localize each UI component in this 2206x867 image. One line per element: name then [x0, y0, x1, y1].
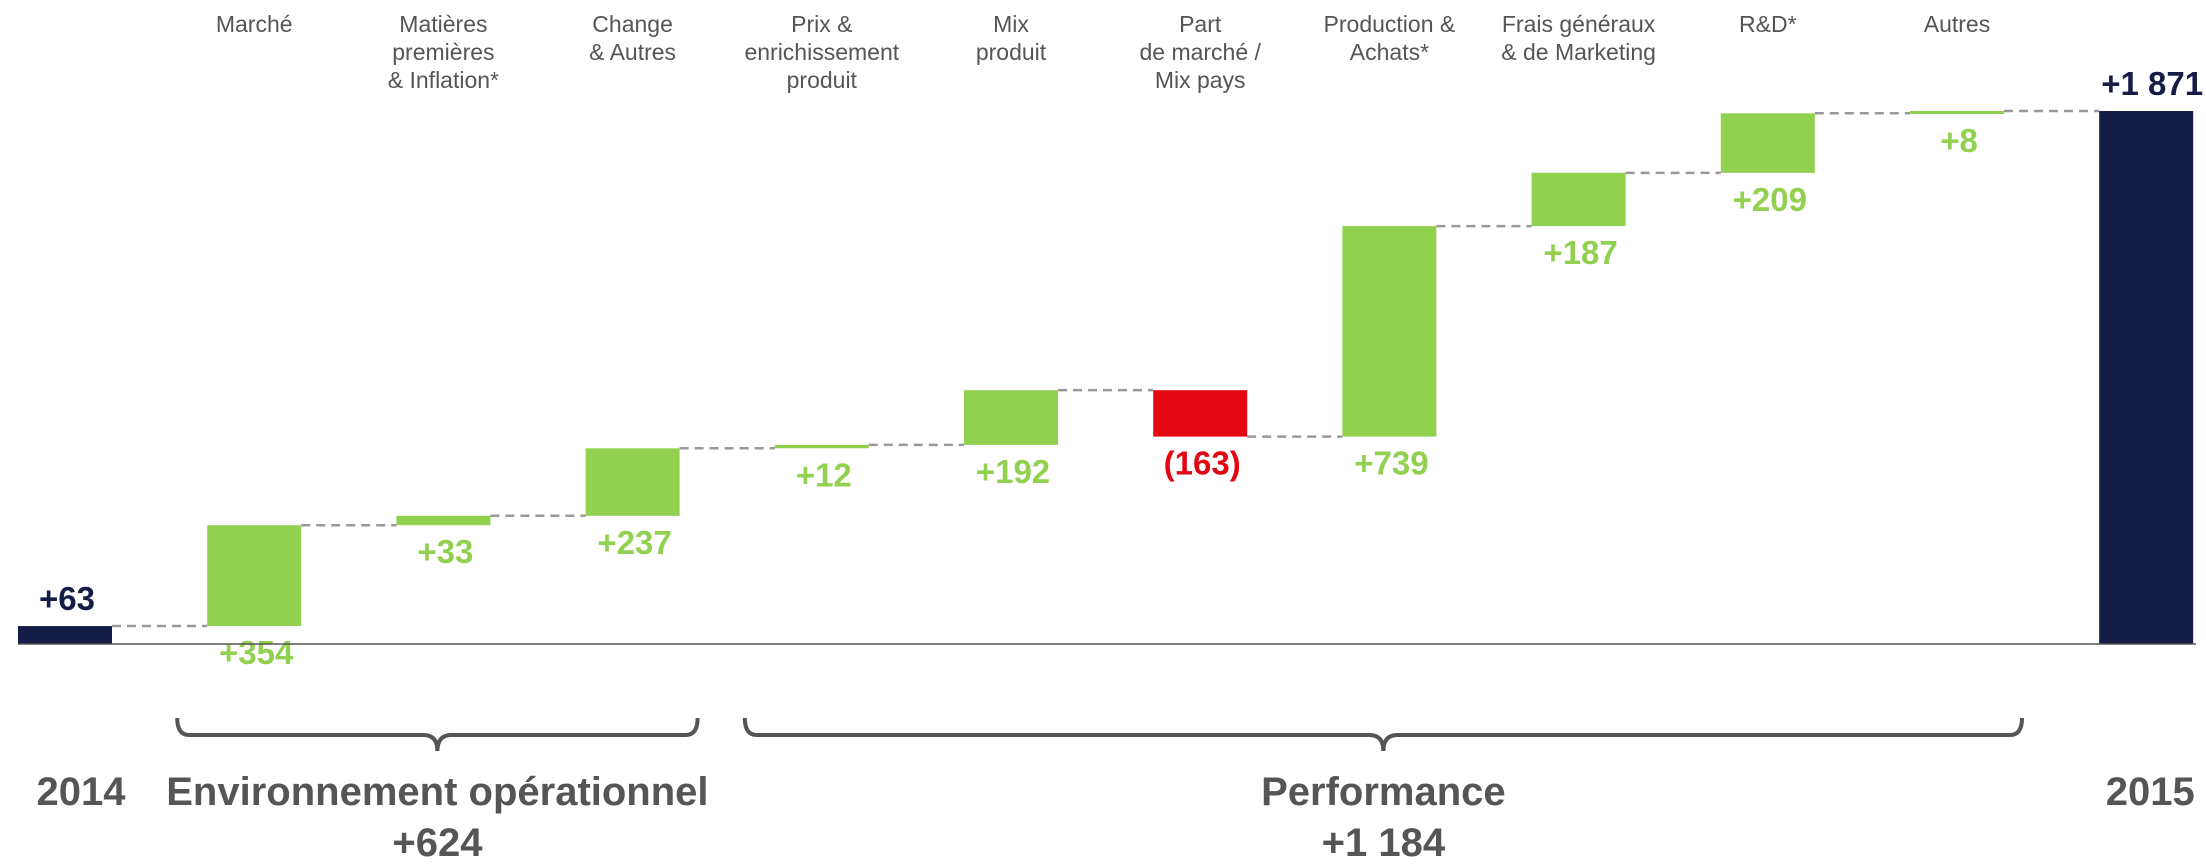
category-label: Marché [216, 11, 293, 37]
bar-step [1342, 226, 1437, 437]
bars-layer [18, 111, 2194, 644]
value-label: +209 [1733, 181, 1807, 218]
group-bracket [742, 717, 2024, 752]
category-label: Prix & [791, 11, 852, 37]
category-label: enrichissement [744, 39, 899, 65]
year-label-end: 2015 [2106, 770, 2195, 814]
bar-step [1153, 390, 1248, 437]
category-label: & Inflation* [388, 67, 499, 93]
category-label: R&D* [1739, 11, 1797, 37]
value-label: +8 [1940, 122, 1978, 159]
value-label: +1 871 [2101, 65, 2203, 102]
category-label: Production & [1324, 11, 1456, 37]
category-label: produit [976, 39, 1047, 65]
bar-step [396, 515, 491, 526]
category-label: & Autres [589, 39, 676, 65]
value-label: +192 [976, 453, 1050, 490]
category-label: Part [1179, 11, 1222, 37]
bar-step [774, 444, 869, 449]
category-label: Matières [399, 11, 487, 37]
category-label: Frais généraux [1502, 11, 1656, 37]
group-total: +1 184 [1322, 821, 1446, 865]
value-label: +63 [39, 580, 95, 617]
category-label: Mix pays [1155, 67, 1246, 93]
group-bracket [175, 717, 700, 752]
bar-step [585, 448, 680, 516]
category-label: premières [392, 39, 494, 65]
bar-end-total [2099, 111, 2194, 644]
value-label: +354 [219, 634, 294, 671]
group-name: Environnement opérationnel [166, 770, 708, 814]
bar-step [1531, 172, 1626, 227]
value-label: +237 [597, 524, 671, 561]
group-name: Performance [1261, 770, 1506, 814]
category-label: produit [787, 67, 858, 93]
bar-step [1910, 111, 2004, 114]
category-label: Autres [1924, 11, 1990, 37]
groups-layer: 2014 2015 Environnement opérationnel +624 Pe… [37, 717, 2195, 865]
value-label: +12 [796, 456, 852, 493]
value-label: +739 [1354, 445, 1428, 482]
category-label: Change [592, 11, 673, 37]
value-label: (163) [1164, 445, 1241, 482]
year-label-start: 2014 [37, 770, 127, 814]
bar-start-total [18, 626, 112, 644]
category-label: de marché / [1139, 39, 1261, 65]
value-label: +187 [1543, 234, 1617, 271]
connectors-layer [112, 109, 2100, 628]
bar-step [964, 390, 1058, 445]
category-label: & de Marketing [1501, 39, 1656, 65]
bar-step [207, 525, 302, 627]
group-total: +624 [392, 821, 483, 865]
bar-step [1720, 113, 1815, 173]
category-label: Mix [993, 11, 1029, 37]
category-label: Achats* [1350, 39, 1429, 65]
value-label: +33 [417, 533, 473, 570]
